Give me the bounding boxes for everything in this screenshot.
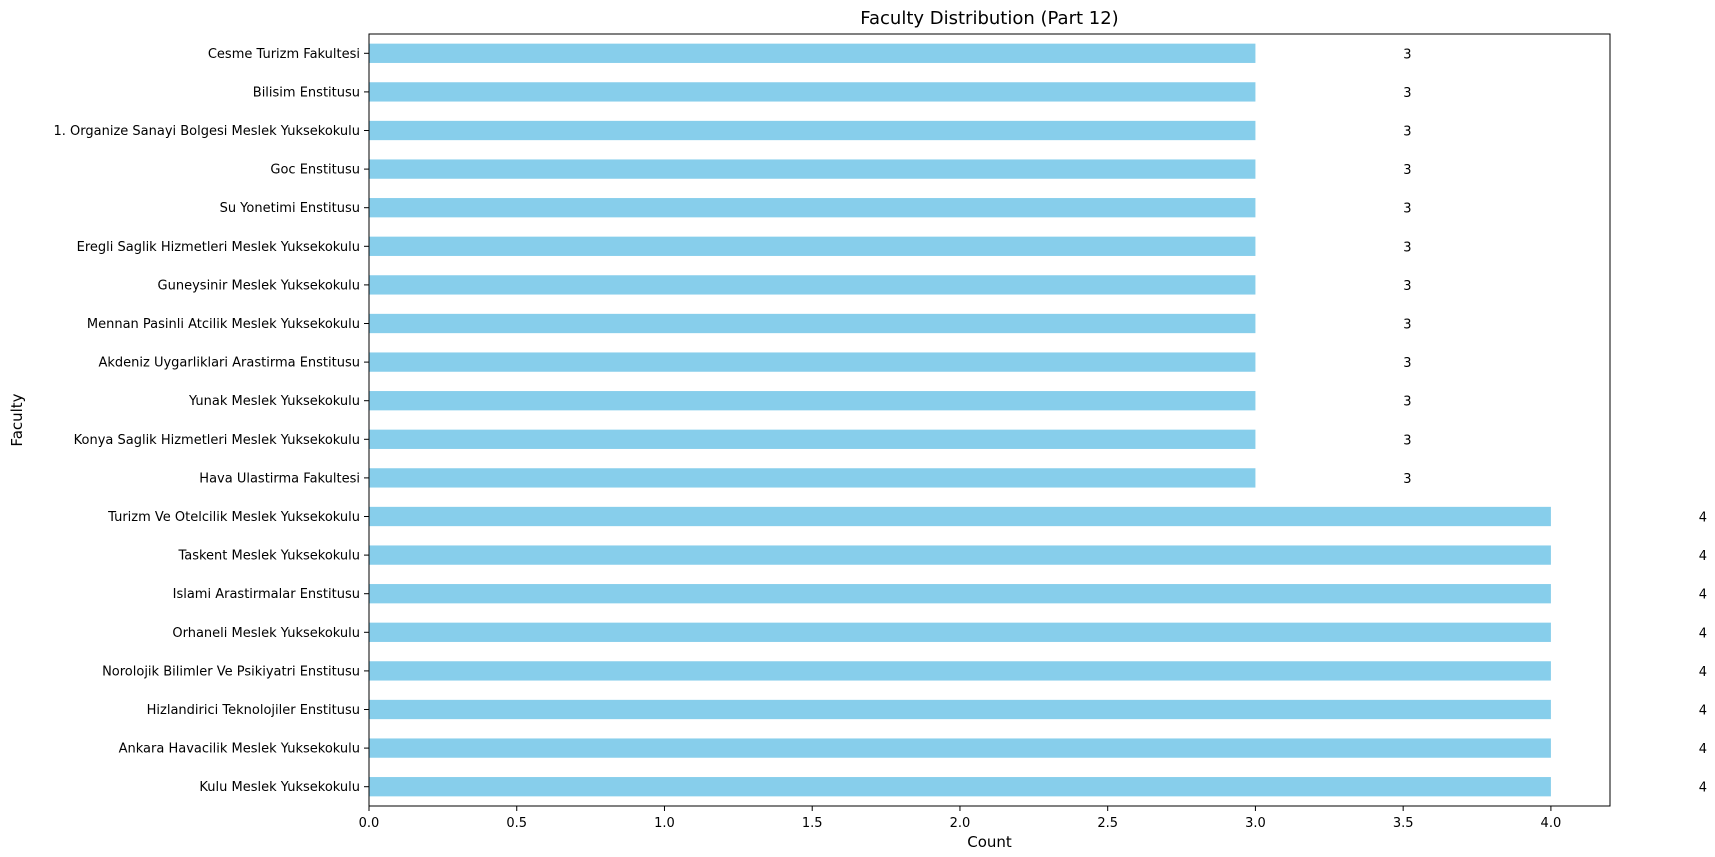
y-tick-label: Su Yonetimi Enstitusu <box>220 201 360 216</box>
bar-data-label: 4 <box>1699 626 1707 641</box>
bar-data-label: 3 <box>1403 240 1411 255</box>
bar-data-label: 3 <box>1403 47 1411 62</box>
chart-title: Faculty Distribution (Part 12) <box>860 8 1118 29</box>
y-tick-label: Orhaneli Meslek Yuksekokulu <box>172 626 360 641</box>
y-tick-label: 1. Organize Sanayi Bolgesi Meslek Yuksek… <box>53 124 360 139</box>
bar <box>369 391 1256 411</box>
bar <box>369 313 1256 334</box>
bar-data-label: 3 <box>1403 395 1411 410</box>
y-tick-label: Norolojik Bilimler Ve Psikiyatri Enstitu… <box>102 664 360 679</box>
bar-data-label: 3 <box>1403 279 1411 294</box>
y-tick-label: Ankara Havacilik Meslek Yuksekokulu <box>119 742 360 757</box>
bar <box>369 236 1256 256</box>
x-tick-label: 2.0 <box>950 816 971 831</box>
y-tick-label: Taskent Meslek Yuksekokulu <box>177 549 360 564</box>
bar <box>369 429 1256 449</box>
bar <box>369 82 1256 102</box>
x-tick-label: 2.5 <box>1097 816 1118 831</box>
bar <box>369 43 1256 63</box>
x-tick-label: 0.5 <box>506 816 527 831</box>
bar-data-label: 3 <box>1403 318 1411 333</box>
bar-data-label: 3 <box>1403 125 1411 140</box>
data-labels: 3 3 3 3 3 3 3 3 3 3 3 3 4 4 4 4 4 4 4 4 <box>1403 47 1707 795</box>
y-tick-label: Hava Ulastirma Fakultesi <box>199 471 360 486</box>
bar-data-label: 4 <box>1699 588 1707 603</box>
y-tick-label: Konya Saglik Hizmetleri Meslek Yuksekoku… <box>74 433 360 448</box>
bar-data-label: 4 <box>1699 549 1707 564</box>
bar <box>369 352 1256 372</box>
x-axis-label: Count <box>967 833 1012 851</box>
bar-data-label: 4 <box>1699 511 1707 526</box>
y-tick-label: Islami Arastirmalar Enstitusu <box>173 587 360 602</box>
bar <box>369 738 1551 758</box>
x-tick-label: 4.0 <box>1541 816 1562 831</box>
y-tick-label: Yunak Meslek Yuksekokulu <box>188 394 360 409</box>
x-tick-label: 3.5 <box>1393 816 1414 831</box>
x-tick-label: 1.0 <box>654 816 675 831</box>
y-tick-label: Goc Enstitusu <box>270 163 360 178</box>
bar-data-label: 3 <box>1403 202 1411 217</box>
bar <box>369 661 1551 681</box>
bar <box>369 159 1256 179</box>
bar <box>369 545 1551 565</box>
bar <box>369 622 1551 642</box>
bar <box>369 275 1256 295</box>
y-tick-label: Turizm Ve Otelcilik Meslek Yuksekokulu <box>107 510 360 525</box>
bar-data-label: 4 <box>1699 665 1707 680</box>
x-tick-label: 0.0 <box>359 816 380 831</box>
bar <box>369 198 1256 218</box>
bar-data-label: 3 <box>1403 86 1411 101</box>
x-tick-label: 3.0 <box>1245 816 1266 831</box>
y-tick-label: Eregli Saglik Hizmetleri Meslek Yuksekok… <box>77 240 360 255</box>
bar <box>369 506 1551 527</box>
bars <box>369 43 1551 797</box>
bar <box>369 468 1256 488</box>
y-axis-ticks: Cesme Turizm Fakultesi Bilisim Enstitusu 1… <box>53 47 369 795</box>
bar-data-label: 3 <box>1403 163 1411 178</box>
bar <box>369 120 1256 141</box>
bar-data-label: 3 <box>1403 472 1411 487</box>
bar-data-label: 4 <box>1699 704 1707 719</box>
x-axis-ticks: 0.0 0.5 1.0 1.5 2.0 2.5 3.0 3.5 4.0 <box>359 806 1562 831</box>
y-tick-label: Akdeniz Uygarliklari Arastirma Enstitusu <box>98 356 360 371</box>
y-tick-label: Mennan Pasinli Atcilik Meslek Yuksekokul… <box>87 317 360 332</box>
y-tick-label: Kulu Meslek Yuksekokulu <box>199 780 360 795</box>
y-tick-label: Guneysinir Meslek Yuksekokulu <box>158 278 360 293</box>
bar <box>369 777 1551 797</box>
x-tick-label: 1.5 <box>802 816 823 831</box>
bar-data-label: 4 <box>1699 742 1707 757</box>
bar-data-label: 3 <box>1403 433 1411 448</box>
y-tick-label: Hizlandirici Teknolojiler Enstitusu <box>147 703 360 718</box>
y-tick-label: Cesme Turizm Fakultesi <box>208 47 360 62</box>
bar <box>369 584 1551 604</box>
bar-data-label: 3 <box>1403 356 1411 371</box>
bar <box>369 699 1551 720</box>
y-tick-label: Bilisim Enstitusu <box>253 85 360 100</box>
plot-area-frame <box>368 33 1611 807</box>
bar-data-label: 4 <box>1699 781 1707 796</box>
y-axis-label: Faculty <box>8 393 26 446</box>
